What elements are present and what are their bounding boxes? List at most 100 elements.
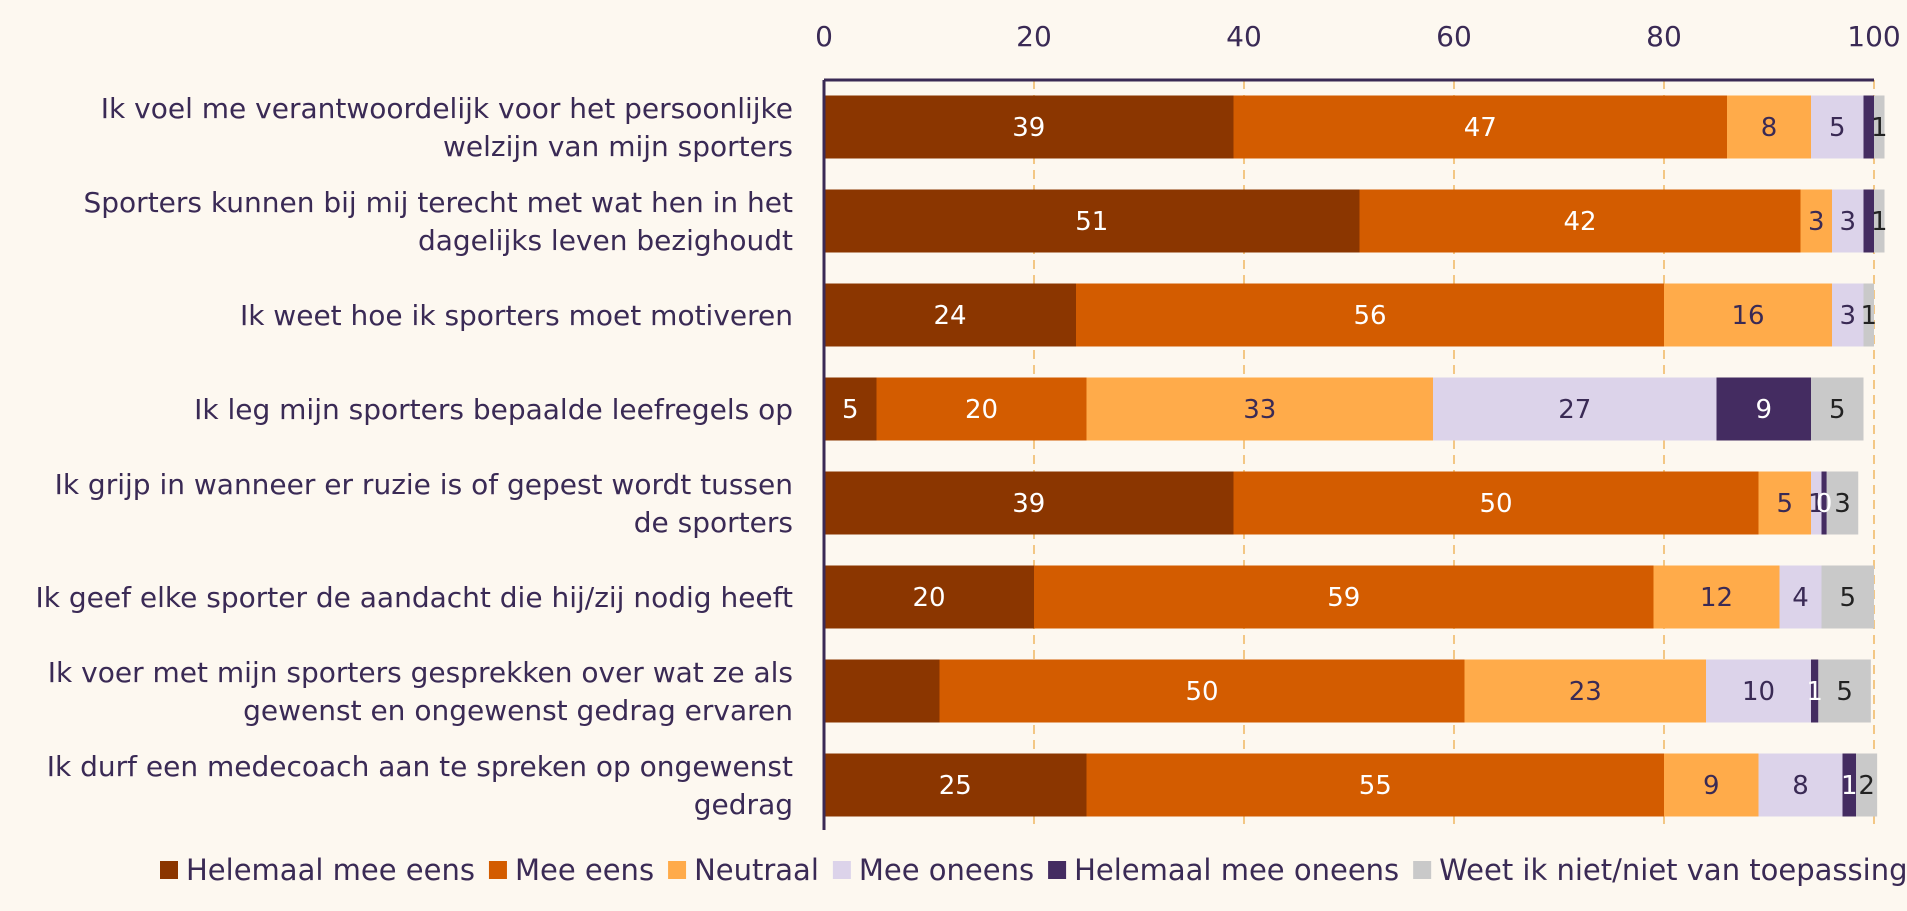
bar-segment-mee-oneens — [1811, 471, 1822, 535]
legend-swatch-helemaal-mee-oneens — [1048, 861, 1067, 879]
data-label: 39 — [1012, 113, 1045, 143]
data-label: 3 — [1834, 489, 1851, 519]
data-label: 39 — [1012, 489, 1045, 519]
data-label: 20 — [965, 395, 998, 425]
legend-label: Mee eens — [515, 853, 654, 887]
data-label: 47 — [1464, 113, 1497, 143]
legend-swatch-helemaal-mee-eens — [160, 861, 178, 879]
bar-segment-helemaal-mee-eens — [824, 283, 1076, 347]
data-label: 42 — [1563, 207, 1596, 237]
category-label: gedrag — [694, 788, 793, 821]
bar-segment-weet-ik-niet-niet-van-toepassing — [1821, 565, 1874, 629]
category-label: Ik weet hoe ik sporters moet motiveren — [240, 299, 793, 332]
bar-segment-helemaal-mee-oneens — [1863, 95, 1874, 159]
legend-label: Neutraal — [694, 853, 819, 887]
x-tick-label: 80 — [1646, 20, 1682, 53]
data-label: 33 — [1243, 395, 1276, 425]
bar-segment-helemaal-mee-eens — [824, 659, 940, 723]
category-label: dagelijks leven bezighoudt — [418, 224, 793, 257]
data-label: 55 — [1359, 771, 1392, 801]
bar-segment-mee-oneens — [1832, 283, 1864, 347]
category-label: Ik leg mijn sporters bepaalde leefregels… — [194, 393, 793, 426]
bar-segment-mee-eens — [1233, 471, 1759, 535]
category-label: gewenst en ongewenst gedrag ervaren — [243, 694, 793, 727]
x-tick-label: 60 — [1436, 20, 1472, 53]
legend: Helemaal mee eens Mee eens Neutraal Mee one… — [160, 853, 1907, 887]
bar-segment-neutraal — [1664, 283, 1832, 347]
x-tick-label: 20 — [1016, 20, 1052, 53]
bar-segment-weet-ik-niet-niet-van-toepassing — [1874, 189, 1885, 253]
bar-segment-helemaal-mee-eens — [824, 189, 1360, 253]
data-label: 5 — [1839, 583, 1856, 613]
data-label: 9 — [1703, 771, 1720, 801]
bar-segment-mee-eens — [1233, 95, 1727, 159]
bar-segment-mee-eens — [876, 377, 1087, 441]
bar-segment-weet-ik-niet-niet-van-toepassing — [1874, 95, 1885, 159]
bar-segment-helemaal-mee-oneens — [1842, 753, 1857, 817]
data-label: 1 — [1806, 677, 1823, 707]
data-label: 24 — [933, 301, 966, 331]
data-label: 56 — [1353, 301, 1386, 331]
data-label: 9 — [1755, 395, 1772, 425]
data-label: 12 — [1700, 583, 1733, 613]
legend-swatch-mee-eens — [488, 861, 507, 879]
data-label: 16 — [1731, 301, 1764, 331]
bar-segment-helemaal-mee-eens — [824, 95, 1234, 159]
bars — [824, 95, 1885, 817]
bar-segment-neutraal — [1086, 377, 1433, 441]
data-label: 2 — [1858, 771, 1875, 801]
data-label: 23 — [1569, 677, 1602, 707]
data-label: 27 — [1558, 395, 1591, 425]
data-label: 50 — [1479, 489, 1512, 519]
data-label: 3 — [1839, 301, 1856, 331]
bar-segment-mee-eens — [1086, 753, 1664, 817]
bar-segment-neutraal — [1727, 95, 1811, 159]
legend-swatch-neutraal — [668, 861, 687, 879]
data-label: 8 — [1761, 113, 1778, 143]
x-tick-label: 0 — [815, 20, 833, 53]
category-label: welzijn van mijn sporters — [443, 130, 793, 163]
data-label: 5 — [1829, 113, 1846, 143]
bar-segment-helemaal-mee-oneens — [1716, 377, 1811, 441]
bar-segment-mee-eens — [1034, 565, 1654, 629]
category-label: Sporters kunnen bij mij terecht met wat … — [84, 186, 794, 219]
data-label: 1 — [1871, 207, 1888, 237]
category-label: de sporters — [634, 506, 793, 539]
bar-segment-neutraal — [1800, 189, 1832, 253]
bar-segment-helemaal-mee-eens — [824, 565, 1034, 629]
x-tick-label: 40 — [1226, 20, 1262, 53]
bar-segment-mee-eens — [1076, 283, 1664, 347]
bar-segment-mee-oneens — [1832, 189, 1864, 253]
bar-segment-mee-oneens — [1433, 377, 1717, 441]
x-tick-label: 100 — [1847, 20, 1900, 53]
bar-segment-neutraal — [1653, 565, 1780, 629]
data-label: 8 — [1792, 771, 1809, 801]
bar-segment-neutraal — [1664, 753, 1759, 817]
data-label: 25 — [939, 771, 972, 801]
data-label: 5 — [1776, 489, 1793, 519]
bar-segment-weet-ik-niet-niet-van-toepassing — [1856, 753, 1878, 817]
data-label: 3 — [1808, 207, 1825, 237]
legend-label: Helemaal mee oneens — [1074, 853, 1399, 887]
bar-segment-neutraal — [1464, 659, 1706, 723]
bar-segment-helemaal-mee-eens — [824, 753, 1087, 817]
category-label: Ik geef elke sporter de aandacht die hij… — [36, 581, 793, 614]
bar-segment-mee-oneens — [1811, 95, 1864, 159]
category-label: Ik voel me verantwoordelijk voor het per… — [101, 92, 793, 125]
data-label: 5 — [1829, 395, 1846, 425]
category-label: Ik durf een medecoach aan te spreken op … — [47, 750, 793, 783]
bar-segment-mee-oneens — [1758, 753, 1843, 817]
category-label: Ik voer met mijn sporters gesprekken ove… — [48, 656, 793, 689]
data-label: 4 — [1792, 583, 1809, 613]
data-label: 0 — [1816, 489, 1833, 519]
bar-segment-mee-eens — [1359, 189, 1801, 253]
category-label: Ik grijp in wanneer er ruzie is of gepes… — [55, 468, 793, 501]
bar-segment-weet-ik-niet-niet-van-toepassing — [1826, 471, 1859, 535]
legend-label: Helemaal mee eens — [186, 853, 475, 887]
bar-segment-weet-ik-niet-niet-van-toepassing — [1863, 283, 1874, 347]
legend-swatch-mee-oneens — [832, 861, 851, 879]
bar-segment-weet-ik-niet-niet-van-toepassing — [1811, 377, 1864, 441]
bar-segment-mee-eens — [939, 659, 1465, 723]
data-label: 10 — [1742, 677, 1775, 707]
